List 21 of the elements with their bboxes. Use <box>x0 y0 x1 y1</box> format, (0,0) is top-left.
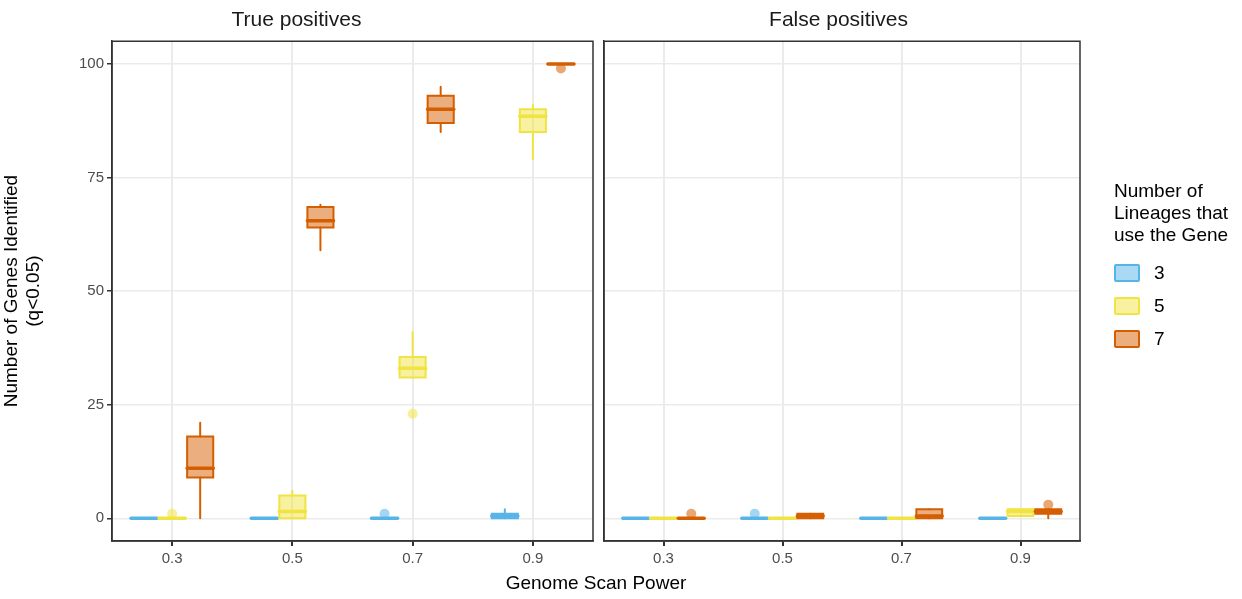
y-tick-label: 100 <box>78 54 104 72</box>
legend-label: 5 <box>1154 294 1165 317</box>
x-tick-label: 0.9 <box>522 549 544 567</box>
legend-title: Number of Lineages that use the Gene <box>1114 180 1230 246</box>
y-tick-label: 50 <box>87 281 104 299</box>
y-tick-label: 75 <box>87 167 104 185</box>
y-tick-label: 25 <box>87 394 104 412</box>
legend-label: 3 <box>1154 261 1165 284</box>
x-tick-label: 0.3 <box>653 549 674 567</box>
legend-label: 7 <box>1154 327 1165 350</box>
chart-title: True positives <box>231 7 362 31</box>
x-tick-label: 0.3 <box>161 549 183 567</box>
y-axis-title: Number of Genes Identified (q<0.05) <box>0 174 44 408</box>
x-tick-label: 0.5 <box>281 549 303 567</box>
y-tick-label: 0 <box>95 508 104 526</box>
x-tick-label: 0.7 <box>891 549 912 567</box>
x-tick-label: 0.9 <box>1010 549 1031 567</box>
chart-title: False positives <box>769 7 908 31</box>
x-tick-label: 0.7 <box>402 549 424 567</box>
x-axis-title: Genome Scan Power <box>504 572 688 594</box>
x-tick-label: 0.5 <box>772 549 793 567</box>
